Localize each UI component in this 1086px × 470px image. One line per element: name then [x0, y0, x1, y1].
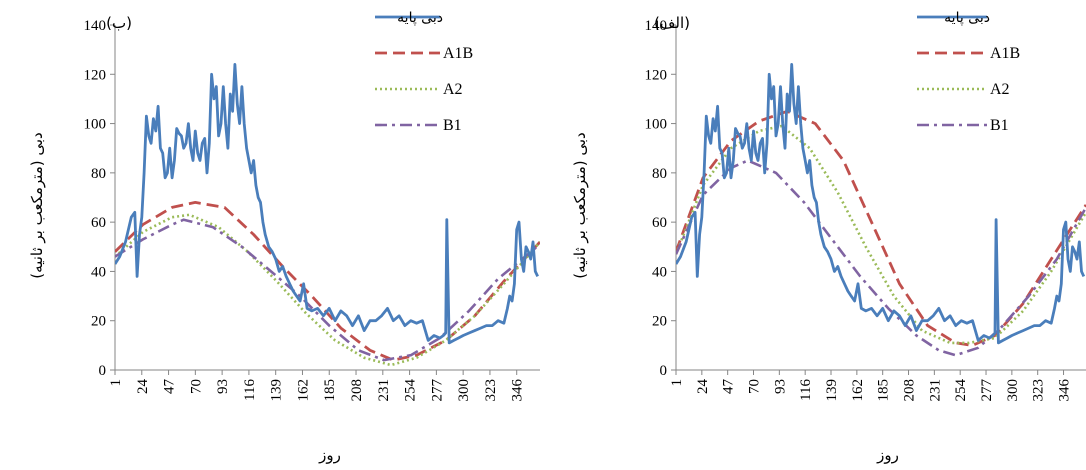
x-tick-label: 300 [1005, 379, 1021, 402]
y-tick-label: 60 [652, 215, 667, 231]
x-tick-label: 93 [215, 379, 231, 394]
y-axis-label: دبی (مترمکعب بر ثانیه) [28, 132, 46, 278]
x-tick-label: 208 [349, 379, 365, 402]
legend-label: دبی پایه [944, 10, 990, 26]
y-tick-label: 140 [645, 18, 668, 34]
y-tick-label: 40 [652, 264, 667, 280]
x-tick-label: 116 [242, 379, 258, 401]
panel-label: (ب) [106, 14, 132, 32]
legend-label: B1 [990, 117, 1009, 134]
x-tick-label: 93 [772, 379, 788, 394]
x-tick-label: 139 [824, 379, 840, 402]
y-tick-label: 100 [84, 117, 107, 133]
legend-label: دبی پایه [397, 10, 443, 26]
y-tick-label: 120 [84, 67, 107, 83]
x-tick-label: 231 [376, 379, 392, 402]
x-tick-label: 1 [669, 379, 685, 387]
series-line-a2 [115, 213, 540, 367]
x-tick-label: 254 [953, 379, 969, 402]
x-axis-label: روز [318, 446, 341, 464]
x-tick-label: 277 [979, 379, 995, 402]
y-tick-label: 120 [645, 67, 668, 83]
x-tick-label: 208 [902, 379, 918, 402]
x-tick-label: 185 [876, 379, 892, 402]
x-tick-label: 323 [1031, 379, 1047, 402]
series-line-a1b [115, 200, 540, 362]
x-tick-label: 323 [483, 379, 499, 402]
legend-label: B1 [443, 117, 462, 134]
x-tick-label: 231 [927, 379, 943, 402]
x-tick-label: 185 [322, 379, 338, 402]
legend-label: A1B [990, 45, 1020, 62]
y-tick-label: 40 [91, 264, 106, 280]
x-tick-label: 47 [162, 379, 178, 395]
x-tick-label: 70 [188, 379, 204, 394]
legend-label: A2 [990, 81, 1010, 98]
x-tick-label: 47 [721, 379, 737, 395]
series-line-دبی-پایه [115, 63, 539, 345]
x-axis-label: روز [876, 446, 899, 464]
series-line-b1 [676, 159, 1086, 357]
legend-label: A1B [443, 45, 473, 62]
x-tick-label: 116 [798, 379, 814, 401]
x-tick-label: 277 [429, 379, 445, 402]
chart-b: 0 20 40 60 80 100 120 140 1 24 47 70 93 116 139 162 185 2… [28, 10, 540, 464]
y-tick-label: 20 [652, 314, 667, 330]
x-tick-label: 162 [850, 379, 866, 402]
x-tick-label: 300 [456, 379, 472, 402]
legend-label: A2 [443, 81, 463, 98]
x-tick-label: 1 [108, 379, 124, 387]
x-tick-label: 346 [1057, 379, 1073, 402]
series-line-دبی-پایه [676, 63, 1086, 345]
y-tick-label: 0 [660, 363, 668, 379]
x-tick-label: 70 [747, 379, 763, 394]
y-tick-label: 60 [91, 215, 106, 231]
x-tick-label: 254 [403, 379, 419, 402]
x-tick-label: 24 [695, 379, 711, 395]
x-tick-label: 24 [135, 379, 151, 395]
x-tick-label: 162 [295, 379, 311, 402]
series-line-b1 [115, 218, 540, 362]
y-tick-label: 0 [99, 363, 107, 379]
y-tick-label: 80 [652, 166, 667, 182]
x-tick-label: 139 [269, 379, 285, 402]
y-tick-label: 100 [645, 117, 668, 133]
y-tick-label: 20 [91, 314, 106, 330]
x-tick-label: 346 [510, 379, 526, 402]
y-tick-label: 80 [91, 166, 106, 182]
y-tick-label: 140 [84, 18, 107, 34]
panel-label: (الف) [654, 14, 690, 32]
chart-alef: 0 20 40 60 80 100 120 140 1 24 47 70 93 116 139 162 185 2… [571, 10, 1086, 464]
y-axis-label: دبی (مترمکعب بر ثانیه) [571, 132, 589, 278]
